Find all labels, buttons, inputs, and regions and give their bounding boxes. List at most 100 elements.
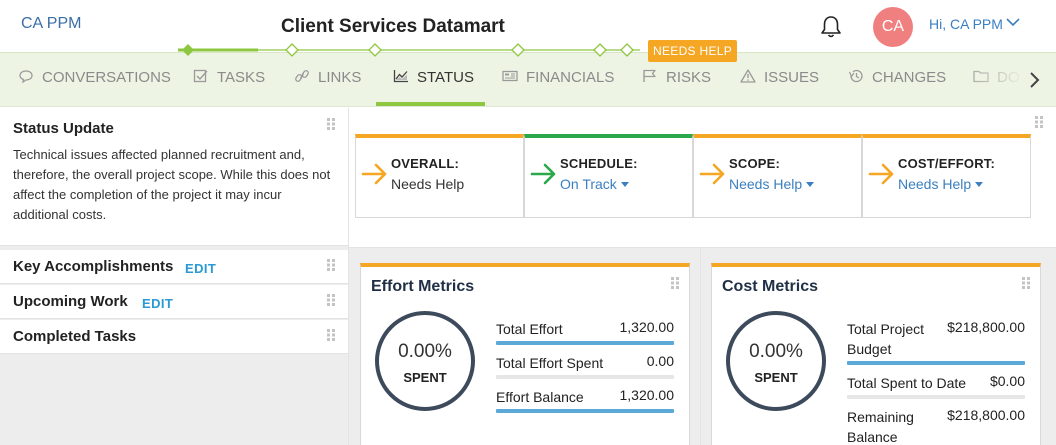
tab-risks[interactable]: RISKS	[642, 69, 711, 91]
schedule-status-card: SCHEDULE: On Track	[524, 134, 693, 218]
tab-label: LINKS	[318, 69, 362, 86]
metric-label: Total Effort Spent	[496, 355, 604, 371]
upcoming-work-title: Upcoming Work	[13, 293, 128, 310]
project-title: Client Services Datamart	[281, 16, 505, 37]
status-update-title: Status Update	[13, 120, 114, 137]
chart-icon	[393, 70, 408, 83]
link-icon	[295, 70, 309, 82]
tab-label: STATUS	[417, 69, 474, 86]
status-card-value: On Track	[560, 176, 617, 192]
tab-status[interactable]: STATUS	[393, 69, 474, 91]
drag-handle-icon[interactable]	[327, 329, 335, 341]
cost-effort-status-card: COST/EFFORT: Needs Help	[862, 134, 1031, 218]
upcoming-work-section: Upcoming Work EDIT	[0, 285, 348, 319]
caret-down-icon	[806, 182, 815, 187]
tab-label: FINANCIALS	[526, 69, 615, 86]
metric-label: Effort Balance	[496, 389, 584, 405]
money-icon	[502, 70, 518, 82]
cost-spent-label: SPENT	[754, 370, 798, 385]
status-card-value: Needs Help	[391, 176, 465, 192]
metric-label-line: Balance	[847, 429, 898, 445]
upcoming-work-edit-link[interactable]: EDIT	[142, 296, 174, 311]
effort-spent-gauge: 0.00% SPENT	[375, 311, 475, 411]
phase-progress-track	[178, 43, 640, 57]
status-card-value: Needs Help	[729, 176, 803, 192]
arrow-right-icon	[361, 163, 387, 185]
metric-value: 1,320.00	[619, 319, 675, 335]
metric-value: $218,800.00	[947, 407, 1025, 423]
app-logo[interactable]: CA PPM	[21, 15, 82, 32]
tab-label: CHANGES	[872, 69, 947, 86]
warning-icon	[740, 69, 756, 83]
chevron-right-icon[interactable]	[1024, 69, 1044, 91]
top-bar: CA PPM Client Services Datamart CA Hi, C…	[0, 0, 1056, 52]
arrow-right-icon	[868, 163, 894, 185]
tab-overflow-fade	[960, 53, 1024, 106]
drag-handle-icon[interactable]	[327, 259, 335, 271]
drag-handle-icon[interactable]	[327, 118, 335, 130]
drag-handle-icon[interactable]	[327, 294, 335, 306]
tab-label: ISSUES	[764, 69, 820, 86]
status-card-label: SCHEDULE:	[560, 156, 638, 171]
drag-handle-icon[interactable]	[1035, 116, 1043, 128]
tab-label: RISKS	[666, 69, 712, 86]
effort-spent-label: SPENT	[403, 370, 447, 385]
metric-bar	[847, 395, 1025, 399]
notification-bell-icon[interactable]	[818, 14, 844, 40]
metrics-divider	[700, 248, 701, 445]
history-icon	[848, 69, 863, 83]
drag-handle-icon[interactable]	[671, 277, 679, 289]
tab-tasks[interactable]: TASKS	[193, 69, 265, 91]
metric-value: $0.00	[989, 373, 1025, 389]
tab-changes[interactable]: CHANGES	[848, 69, 946, 91]
metric-value: $218,800.00	[947, 319, 1025, 335]
metric-bar	[496, 409, 674, 413]
status-update-panel: Status Update Technical issues affected …	[0, 108, 348, 246]
effort-metrics-card: Effort Metrics 0.00% SPENT Total Effort …	[360, 263, 690, 445]
arrow-right-icon	[530, 163, 556, 185]
left-panel: Status Update Technical issues affected …	[0, 108, 348, 445]
tab-financials[interactable]: FINANCIALS	[502, 69, 614, 91]
status-card-value: Needs Help	[898, 176, 972, 192]
tab-conversations[interactable]: CONVERSATIONS	[18, 69, 171, 91]
metric-label: Remaining Balance	[847, 407, 914, 445]
right-panel: OVERALL: Needs Help SCHEDULE: On Track S…	[348, 108, 1056, 445]
status-card-label: OVERALL:	[391, 156, 460, 171]
metric-value: 0.00	[646, 353, 674, 369]
schedule-status-dropdown[interactable]: On Track	[560, 176, 629, 192]
tab-label: TASKS	[217, 69, 266, 86]
user-menu-label[interactable]: Hi, CA PPM	[929, 16, 1003, 32]
completed-tasks-title: Completed Tasks	[13, 328, 137, 345]
tab-links[interactable]: LINKS	[294, 69, 361, 91]
cost-spent-gauge: 0.00% SPENT	[726, 311, 826, 411]
project-nav: CONVERSATIONS TASKS LINKS STATUS FINANCI…	[0, 52, 1056, 107]
cost-metrics-title: Cost Metrics	[722, 278, 819, 295]
tab-issues[interactable]: ISSUES	[740, 69, 819, 91]
scope-status-card: SCOPE: Needs Help	[693, 134, 862, 218]
metrics-area: Effort Metrics 0.00% SPENT Total Effort …	[349, 248, 1056, 445]
key-accomplishments-section: Key Accomplishments EDIT	[0, 250, 348, 284]
active-tab-indicator	[376, 102, 485, 106]
metric-bar	[847, 361, 1025, 365]
cost-effort-status-dropdown[interactable]: Needs Help	[898, 176, 984, 192]
status-card-label: SCOPE:	[729, 156, 781, 171]
effort-metrics-title: Effort Metrics	[371, 278, 475, 295]
phase-status-badge: NEEDS HELP	[648, 40, 738, 62]
key-accomplishments-title: Key Accomplishments	[13, 258, 174, 275]
effort-spent-percent: 0.00%	[398, 341, 452, 362]
metric-label-line: Total Project	[847, 321, 925, 337]
metric-bar	[496, 375, 674, 379]
metric-value: 1,320.00	[619, 387, 675, 403]
scope-status-dropdown[interactable]: Needs Help	[729, 176, 815, 192]
flag-icon	[643, 69, 656, 82]
key-accomplishments-edit-link[interactable]: EDIT	[185, 261, 217, 276]
user-avatar[interactable]: CA	[873, 7, 913, 47]
metric-label: Total Spent to Date	[847, 375, 967, 391]
status-card-label: COST/EFFORT:	[898, 156, 996, 171]
arrow-right-icon	[699, 163, 725, 185]
drag-handle-icon[interactable]	[1022, 277, 1030, 289]
caret-down-icon	[620, 182, 629, 187]
chat-icon	[19, 70, 33, 83]
chevron-down-icon[interactable]	[1005, 14, 1021, 30]
metric-bar	[496, 341, 674, 345]
